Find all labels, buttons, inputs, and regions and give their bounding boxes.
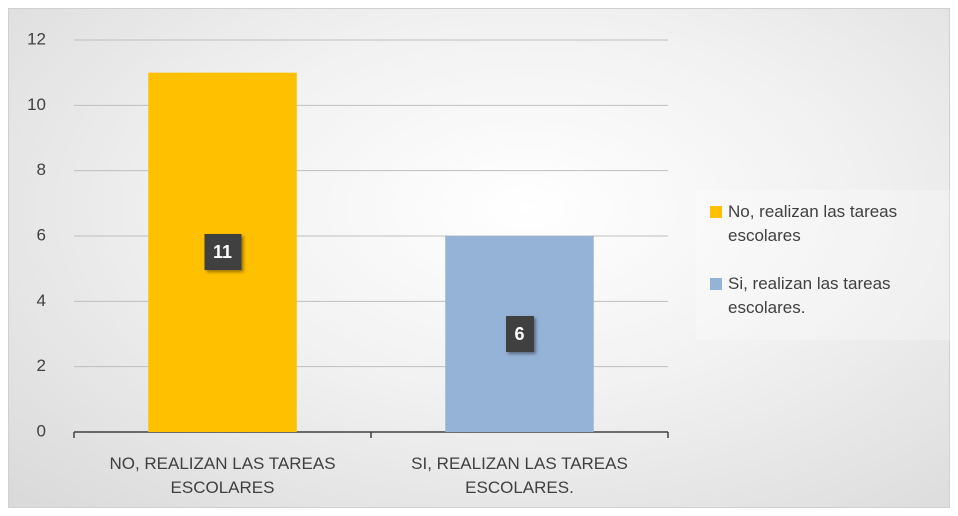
legend <box>696 190 952 340</box>
legend-swatch <box>710 278 722 290</box>
y-tick-label: 2 <box>37 356 46 375</box>
legend-label: Si, realizan las tareas escolares. <box>728 274 891 317</box>
data-label: 6 <box>505 316 534 352</box>
x-tick-label: SI, REALIZAN LAS TAREAS ESCOLARES. <box>411 454 628 497</box>
legend-label: No, realizan las tareas escolares <box>728 202 898 245</box>
y-tick-label: 4 <box>37 291 46 310</box>
y-tick-label: 8 <box>37 160 46 179</box>
y-tick-label: 12 <box>27 29 46 48</box>
y-tick-label: 10 <box>27 95 46 114</box>
data-label: 11 <box>203 234 242 271</box>
legend-item: Si, realizan las tareas escolares. <box>710 272 950 320</box>
legend-item: No, realizan las tareas escolares <box>710 200 950 248</box>
legend-swatch <box>710 206 722 218</box>
y-tick-label: 0 <box>37 421 46 440</box>
y-tick-label: 6 <box>37 225 46 244</box>
x-tick-label: NO, REALIZAN LAS TAREAS ESCOLARES <box>109 454 336 497</box>
